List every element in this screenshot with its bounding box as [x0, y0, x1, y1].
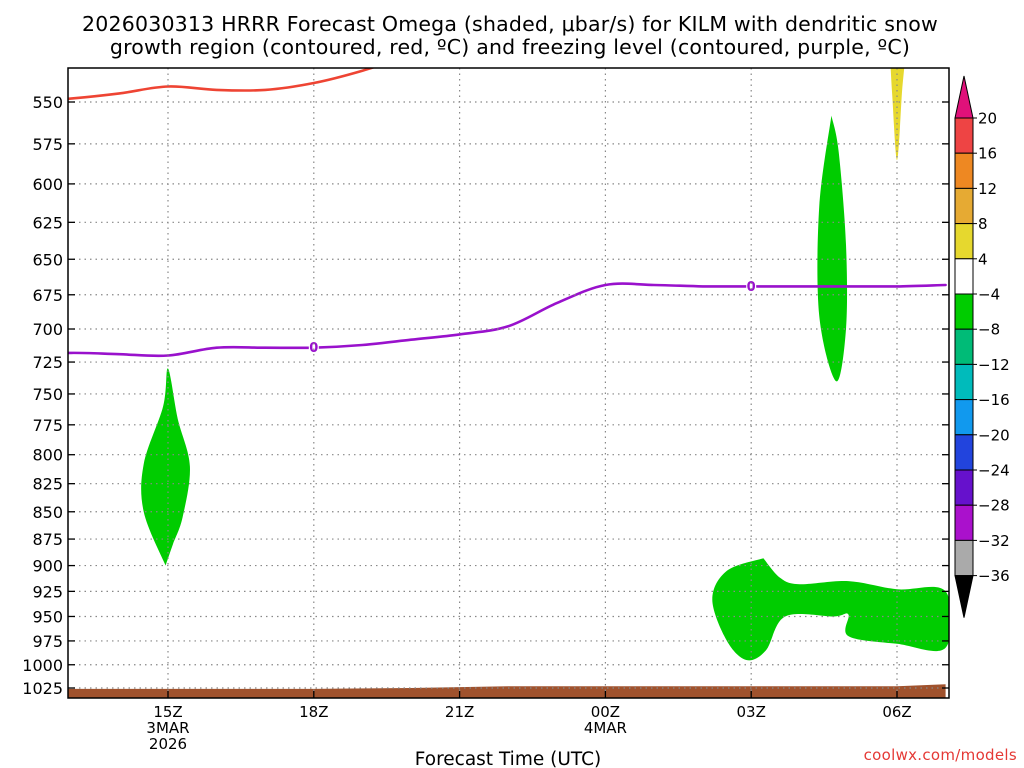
colorbar-box-1	[954, 117, 974, 154]
x-tick-label: 15Z	[153, 703, 182, 721]
colorbar-label: 20	[978, 110, 997, 128]
colorbar-label: −20	[978, 426, 1010, 444]
colorbar-label: −8	[978, 321, 1000, 339]
colorbar-label: −28	[978, 497, 1010, 515]
plot-frame	[67, 67, 950, 699]
freezing-contour-label-2: 0	[747, 280, 756, 295]
colorbar-label: −24	[978, 462, 1010, 480]
colorbar-box-12	[954, 504, 974, 541]
y-tick-label: 575	[32, 135, 63, 154]
colorbar-label: −4	[978, 286, 1000, 304]
colorbar-bottom-arrow	[954, 575, 974, 618]
y-tick-label: 875	[32, 530, 63, 549]
colorbar-label: −16	[978, 391, 1010, 409]
x-tick-label: 18Z	[299, 703, 328, 721]
x-tick-label: 21Z	[445, 703, 474, 721]
x-tick-label: 00Z	[591, 703, 620, 721]
colorbar-box-6	[954, 293, 974, 330]
colorbar-box-9	[954, 399, 974, 436]
y-tick-label: 750	[32, 385, 63, 404]
colorbar-label: 4	[978, 250, 988, 268]
x-tick-label: 4MAR	[584, 719, 627, 737]
omega-region-3	[712, 558, 949, 661]
colorbar-box-7	[954, 328, 974, 365]
colorbar-box-4	[954, 223, 974, 260]
y-tick-label: 700	[32, 320, 63, 339]
axes: 550 575 600 625 650 675 700 725 750 775 800 825 850 8…	[22, 67, 950, 753]
plot-area: 00	[68, 68, 949, 698]
colorbar-label: −12	[978, 356, 1010, 374]
colorbar-box-10	[954, 434, 974, 471]
colorbar-box-2	[954, 152, 974, 189]
colorbar-box-3	[954, 187, 974, 225]
omega-region-2	[817, 115, 848, 382]
y-tick-label: 600	[32, 175, 63, 194]
y-tick-label: 775	[32, 416, 63, 435]
colorbar: 20 16 12 8 4 −4 −8 −12 −16 −20 −24 −28 −32 −36	[954, 75, 1010, 618]
y-tick-label: 800	[32, 446, 63, 465]
y-tick-label: 825	[32, 475, 63, 494]
colorbar-label: 16	[978, 145, 997, 163]
contour-label-bg	[308, 339, 319, 354]
colorbar-label: 8	[978, 215, 988, 233]
x-axis-label: Forecast Time (UTC)	[415, 749, 601, 768]
chart-title-line-2: growth region (contoured, red, ºC) and f…	[110, 35, 910, 59]
colorbar-label: −32	[978, 532, 1010, 550]
x-tick-label: 2026	[149, 735, 187, 753]
omega-region-1	[141, 368, 190, 566]
y-tick-label: 725	[32, 353, 63, 372]
colorbar-label: 12	[978, 180, 997, 198]
credit-link[interactable]: coolwx.com/models	[864, 746, 1017, 764]
y-tick-label: 1025	[22, 679, 63, 698]
y-tick-label: 675	[32, 286, 63, 305]
terrain-fill	[68, 684, 946, 698]
colorbar-box-13	[954, 539, 974, 577]
colorbar-box-8	[954, 363, 974, 401]
colorbar-label: −36	[978, 567, 1010, 585]
x-tick-label: 03Z	[737, 703, 766, 721]
y-tick-label: 850	[32, 503, 63, 522]
y-tick-label: 900	[32, 557, 63, 576]
y-tick-label: 625	[32, 213, 63, 232]
contour-label-bg	[746, 278, 757, 293]
y-tick-label: 925	[32, 582, 63, 601]
x-tick-label: 06Z	[882, 703, 911, 721]
contour-snow-growth-1	[68, 68, 376, 101]
y-tick-label: 650	[32, 250, 63, 269]
y-tick-label: 1000	[22, 656, 63, 675]
grid	[68, 68, 949, 698]
chart-title-line-1: 2026030313 HRRR Forecast Omega (shaded, …	[82, 12, 938, 36]
colorbar-box-5	[954, 258, 974, 295]
omega-region-4	[890, 68, 905, 161]
colorbar-box-11	[954, 469, 974, 506]
y-tick-label: 950	[32, 607, 63, 626]
y-tick-label: 550	[32, 93, 63, 112]
y-tick-label: 975	[32, 632, 63, 651]
contour-freezing-level-1	[68, 282, 947, 358]
x-tick-label: 3MAR	[146, 719, 189, 737]
